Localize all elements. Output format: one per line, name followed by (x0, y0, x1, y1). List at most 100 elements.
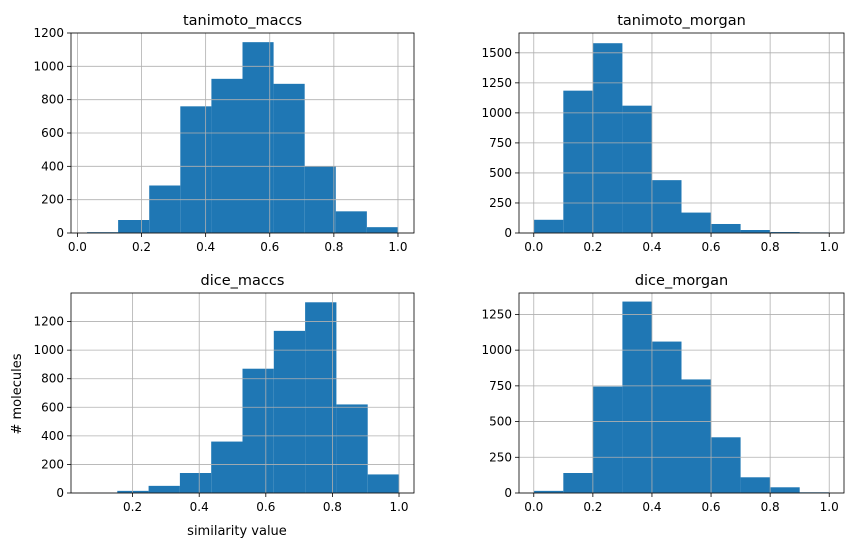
axes-frame (518, 292, 845, 494)
histogram-bar (367, 474, 400, 493)
axes-frame (518, 32, 845, 234)
histogram-bar (563, 90, 593, 233)
histogram-bar (711, 223, 741, 233)
histogram-bar (211, 441, 243, 493)
x-tick-label: 0.0 (68, 240, 87, 254)
subplot-title: tanimoto_maccs (183, 13, 302, 29)
x-tick-label: 0.0 (524, 240, 543, 254)
y-tick-label: 600 (41, 126, 64, 140)
histogram-bar (681, 212, 712, 233)
y-tick-label: 800 (41, 93, 64, 107)
x-tick-label: 1.0 (820, 500, 839, 514)
subplot-panels: 0.0 0.2 0.4 0.6 0.8 1.0 0 200 400 600 800 1000 1200 t… (33, 13, 845, 514)
x-tick-label: 0.2 (132, 240, 151, 254)
histogram-bar (770, 487, 800, 493)
y-tick-label: 1000 (33, 59, 64, 73)
x-tick-label: 0.4 (642, 240, 661, 254)
x-tick-label: 0.6 (256, 500, 275, 514)
y-tick-label: 0 (504, 486, 512, 500)
y-tick-label: 1200 (33, 315, 64, 329)
x-tick-label: 0.6 (701, 500, 720, 514)
x-tick-label: 0.8 (761, 240, 780, 254)
histogram-bar (533, 219, 564, 233)
histogram-bar (336, 404, 368, 493)
y-tick-label: 200 (41, 457, 64, 471)
y-tick-label: 1200 (33, 26, 64, 40)
subplot-tanimoto_maccs: 0.0 0.2 0.4 0.6 0.8 1.0 0 200 400 600 800 1000 1200 t… (33, 13, 415, 254)
subplot-dice_maccs: 0.2 0.4 0.6 0.8 1.0 0 200 400 600 800 1000 1200 dice… (33, 273, 415, 514)
y-tick-label: 600 (41, 400, 64, 414)
histogram-bar (740, 230, 771, 233)
y-tick-label: 250 (489, 196, 512, 210)
subplot-dice_morgan: 0.0 0.2 0.4 0.6 0.8 1.0 0 250 500 750 1000 1250 dice… (481, 273, 845, 514)
y-tick-label: 200 (41, 193, 64, 207)
y-tick-label: 1250 (481, 76, 512, 90)
x-tick-label: 0.2 (123, 500, 142, 514)
histogram-bar (179, 473, 212, 493)
x-tick-label: 0.2 (583, 500, 602, 514)
histogram-bar (592, 43, 623, 234)
histogram-bar (651, 341, 682, 493)
x-tick-label: 0.4 (642, 500, 661, 514)
y-tick-label: 1250 (481, 307, 512, 321)
y-tick-label: 400 (41, 429, 64, 443)
x-tick-label: 1.0 (388, 240, 407, 254)
y-tick-label: 1000 (481, 343, 512, 357)
y-tick-label: 750 (489, 136, 512, 150)
subplot-title: dice_morgan (635, 273, 728, 289)
y-tick-label: 0 (56, 226, 64, 240)
y-tick-label: 1000 (481, 106, 512, 120)
x-tick-label: 0.2 (583, 240, 602, 254)
histogram-bar (533, 490, 564, 493)
y-tick-label: 400 (41, 159, 64, 173)
histogram-bar (273, 83, 305, 233)
histogram-bar (711, 437, 741, 493)
y-tick-label: 250 (489, 450, 512, 464)
y-tick-label: 800 (41, 372, 64, 386)
y-tick-label: 1000 (33, 343, 64, 357)
histogram-bar (622, 301, 652, 493)
histogram-bar (118, 220, 150, 233)
y-tick-label: 500 (489, 415, 512, 429)
y-axis-label: # molecules (10, 353, 25, 434)
histogram-bar (770, 232, 800, 233)
histogram-bar (148, 485, 180, 493)
subplot-title: tanimoto_morgan (617, 13, 746, 29)
histogram-bar (149, 185, 181, 233)
x-tick-label: 0.6 (701, 240, 720, 254)
histogram-bar (273, 330, 306, 493)
subplot-title: dice_maccs (201, 273, 285, 289)
y-tick-label: 500 (489, 166, 512, 180)
x-tick-label: 0.8 (761, 500, 780, 514)
histogram-bar (740, 477, 771, 493)
x-tick-label: 0.6 (260, 240, 279, 254)
histogram-bar (305, 302, 337, 493)
y-tick-label: 750 (489, 379, 512, 393)
subplot-tanimoto_morgan: 0.0 0.2 0.4 0.6 0.8 1.0 0 250 500 750 1000 1250 1500… (481, 13, 845, 254)
histogram-bar (681, 379, 712, 493)
y-tick-label: 0 (504, 226, 512, 240)
histogram-bar (563, 473, 593, 493)
histogram-bar (651, 180, 682, 233)
x-tick-label: 1.0 (820, 240, 839, 254)
x-tick-label: 1.0 (389, 500, 408, 514)
histogram-bar (180, 106, 212, 233)
x-axis-label: similarity value (187, 524, 287, 539)
histogram-bar (335, 211, 367, 233)
x-tick-label: 0.0 (524, 500, 543, 514)
x-tick-label: 0.8 (323, 500, 342, 514)
y-tick-label: 0 (56, 486, 64, 500)
x-tick-label: 0.4 (190, 500, 209, 514)
histogram-bar (592, 386, 623, 493)
histogram-bar (242, 42, 274, 233)
axes-frame (70, 292, 415, 494)
y-tick-label: 1500 (481, 46, 512, 60)
histogram-bar (242, 368, 274, 493)
x-tick-label: 0.4 (196, 240, 215, 254)
histogram-bar (211, 78, 243, 233)
x-tick-label: 0.8 (324, 240, 343, 254)
histogram-bar (366, 227, 398, 233)
histogram-bar (622, 105, 652, 233)
histogram-bar (87, 232, 119, 233)
